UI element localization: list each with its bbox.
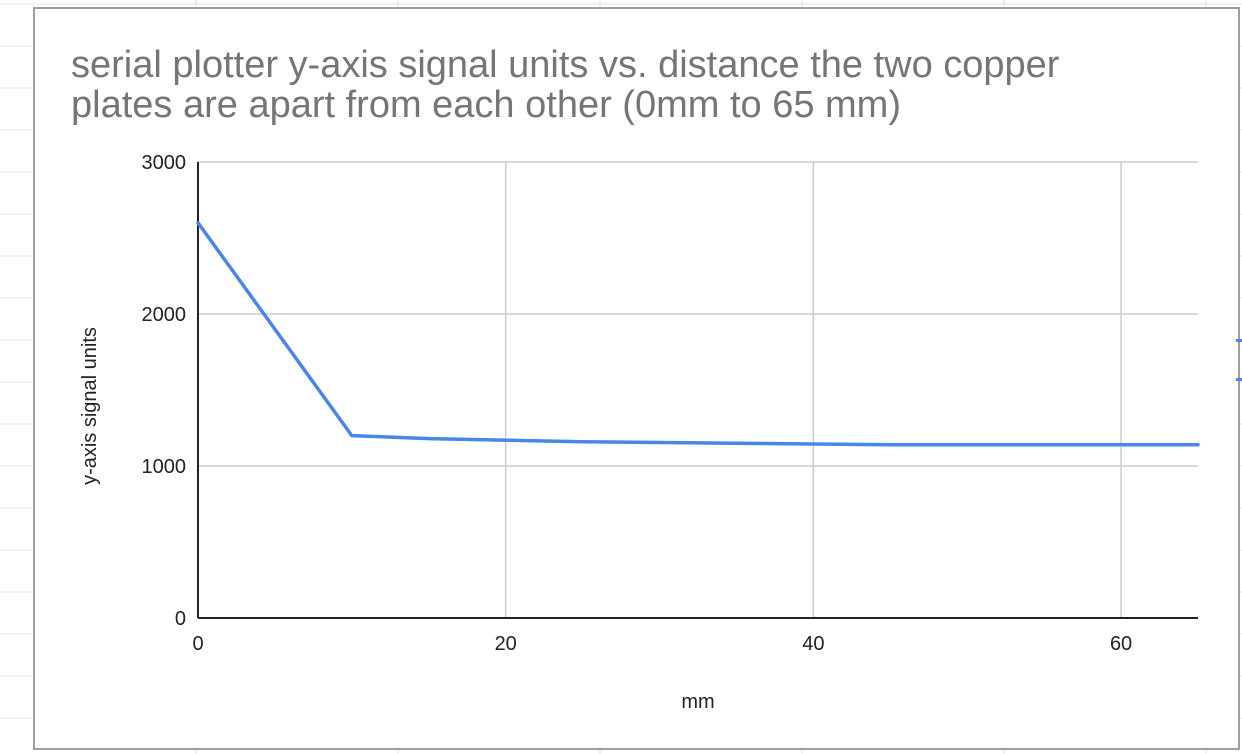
- chart-title: serial plotter y-axis signal units vs. d…: [71, 44, 1060, 126]
- x-tick-label: 60: [1110, 633, 1132, 655]
- x-tick-label: 20: [495, 633, 517, 655]
- gridlines: [198, 161, 1198, 618]
- chart-card[interactable]: serial plotter y-axis signal units vs. d…: [33, 7, 1240, 750]
- selection-handle-mark: [1236, 378, 1242, 381]
- y-axis-title: y-axis signal units: [79, 327, 101, 485]
- y-tick-label: 0: [175, 608, 186, 630]
- series-line: [196, 221, 1200, 447]
- x-tick-label: 40: [802, 633, 824, 655]
- axes: [197, 162, 1198, 619]
- y-tick-label: 1000: [142, 456, 187, 478]
- tick-labels: 0 1000 2000 3000 0 20 40 60: [142, 152, 1133, 655]
- x-axis-title: mm: [681, 691, 714, 713]
- y-tick-label: 3000: [142, 152, 187, 174]
- line-chart: 0 1000 2000 3000 0 20 40 60 mm y-axis signal un…: [79, 152, 1200, 713]
- x-tick-label: 0: [192, 633, 203, 655]
- series-layer: [196, 221, 1200, 447]
- selection-handle-mark: [1236, 339, 1242, 342]
- y-tick-label: 2000: [142, 304, 187, 326]
